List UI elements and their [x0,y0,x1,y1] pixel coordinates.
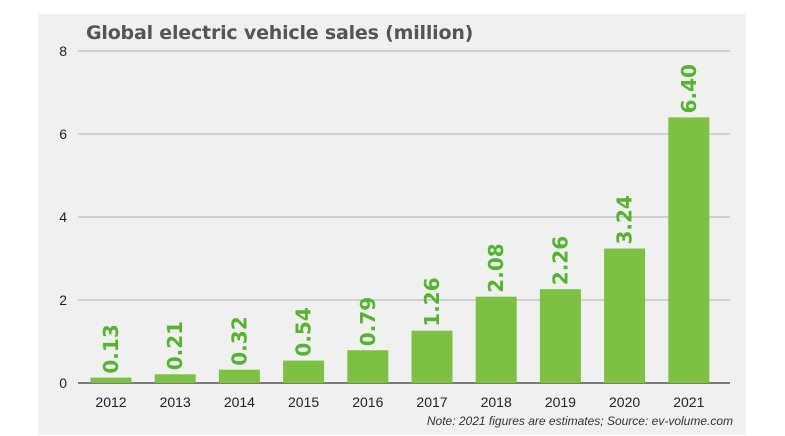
value-label: 2.08 [484,243,508,292]
bar [90,377,132,383]
bar [347,350,389,383]
x-tick-label: 2019 [545,394,576,410]
value-label: 0.13 [99,324,123,373]
bar [218,369,260,383]
x-tick-label: 2014 [224,394,255,410]
value-label: 0.32 [227,316,251,365]
x-tick-label: 2020 [609,394,640,410]
value-label: 3.24 [613,195,637,244]
x-tick-label: 2013 [160,394,191,410]
y-tick-label: 2 [59,292,67,308]
value-label: 1.26 [420,277,444,326]
value-label: 6.40 [677,64,701,113]
y-tick-label: 6 [59,126,67,142]
x-tick-label: 2017 [416,394,447,410]
chart-note: Note: 2021 figures are estimates; Source… [426,414,733,428]
x-tick-label: 2012 [95,394,126,410]
value-label: 2.26 [548,236,572,285]
bar [154,374,196,383]
value-label: 0.79 [356,297,380,346]
x-tick-label: 2021 [673,394,704,410]
value-label: 0.21 [163,321,187,370]
bar [411,330,453,383]
bar [604,248,646,383]
bar [475,296,517,383]
value-label: 0.54 [292,307,316,356]
y-tick-label: 0 [59,375,67,391]
bar [668,117,710,384]
x-tick-label: 2016 [352,394,383,410]
bar [539,289,581,383]
y-tick-label: 8 [59,43,67,59]
x-tick-label: 2015 [288,394,319,410]
bar [283,360,325,383]
y-tick-label: 4 [59,209,67,225]
chart-title: Global electric vehicle sales (million) [86,22,474,44]
x-tick-label: 2018 [481,394,512,410]
